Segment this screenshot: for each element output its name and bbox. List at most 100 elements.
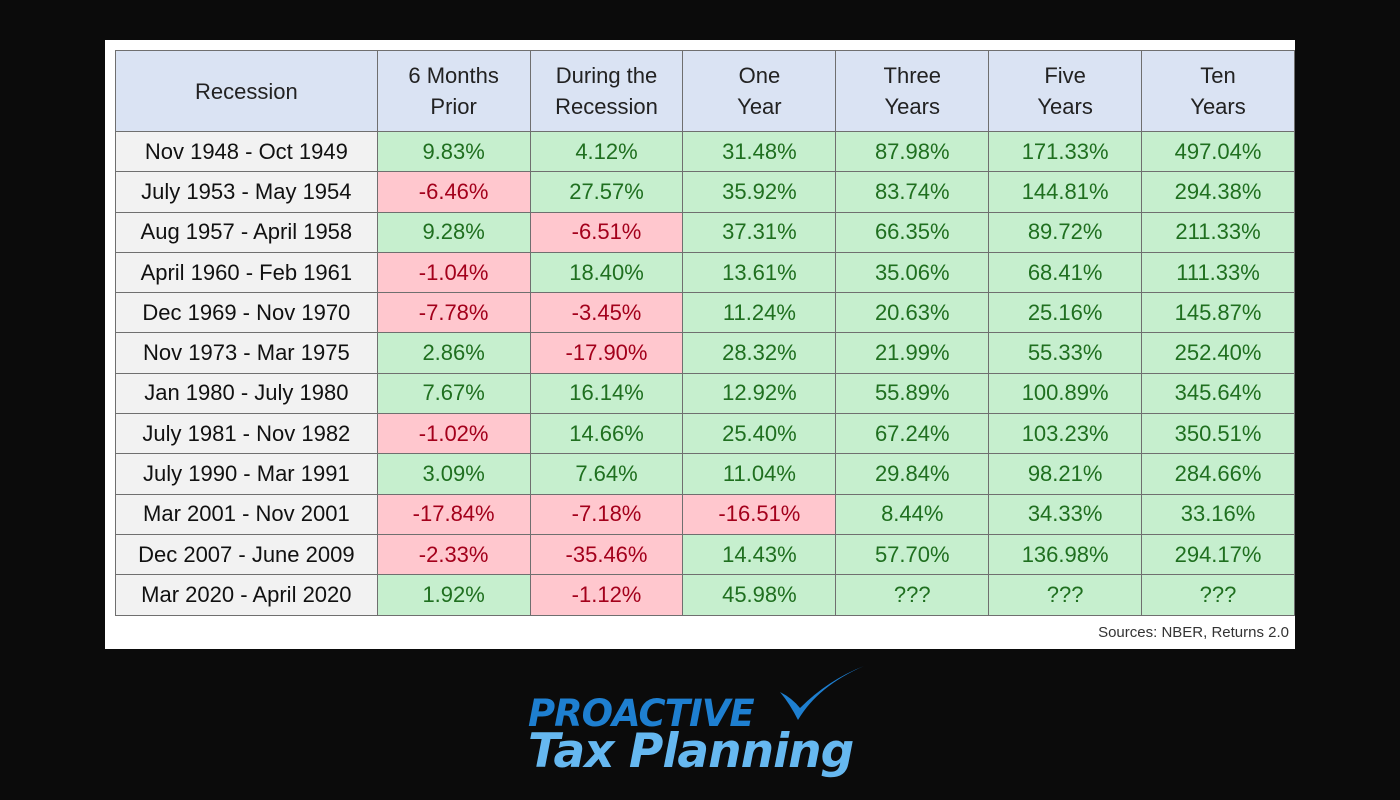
- table-row: Jan 1980 - July 1980 7.67% 16.14% 12.92% 55.…: [115, 372, 1295, 415]
- positive-return-cell: 28.32%: [682, 332, 837, 374]
- table-row: July 1990 - Mar 1991 3.09% 7.64% 11.04% 29.8…: [115, 453, 1295, 495]
- positive-return-cell: 497.04%: [1141, 130, 1295, 173]
- positive-return-cell: 14.43%: [682, 533, 837, 576]
- positive-return-cell: 1.92%: [376, 574, 531, 616]
- negative-return-cell: -6.46%: [376, 171, 531, 213]
- table-body: Nov 1948 - Oct 1949 9.83% 4.12% 31.48% 87.98…: [115, 130, 1295, 616]
- column-header: 6 Months Prior: [376, 50, 531, 132]
- positive-return-cell: 100.89%: [988, 372, 1143, 415]
- logo-line-2: Tax Planning: [528, 724, 854, 779]
- positive-return-cell: 16.14%: [529, 372, 684, 415]
- sources-note: Sources: NBER, Returns 2.0: [1098, 624, 1289, 641]
- positive-return-cell: 87.98%: [835, 130, 990, 173]
- positive-return-cell: 284.66%: [1141, 453, 1295, 495]
- recession-returns-table: Recession 6 Months Prior During the Recessio…: [115, 50, 1295, 616]
- positive-return-cell: 55.89%: [835, 372, 990, 415]
- positive-return-cell: 98.21%: [988, 453, 1143, 495]
- recession-period-cell: Nov 1973 - Mar 1975: [115, 332, 378, 374]
- positive-return-cell: 68.41%: [988, 251, 1143, 294]
- positive-return-cell: 171.33%: [988, 130, 1143, 173]
- positive-return-cell: 103.23%: [988, 413, 1143, 455]
- positive-return-cell: 136.98%: [988, 533, 1143, 576]
- table-row: July 1981 - Nov 1982 -1.02% 14.66% 25.40% 67…: [115, 413, 1295, 455]
- negative-return-cell: -1.12%: [529, 574, 684, 616]
- recession-period-cell: Dec 1969 - Nov 1970: [115, 292, 378, 334]
- recession-period-cell: Mar 2020 - April 2020: [115, 574, 378, 616]
- positive-return-cell: 25.16%: [988, 292, 1143, 334]
- table-row: Nov 1948 - Oct 1949 9.83% 4.12% 31.48% 87.98…: [115, 130, 1295, 173]
- negative-return-cell: -6.51%: [529, 211, 684, 253]
- positive-return-cell: 20.63%: [835, 292, 990, 334]
- negative-return-cell: -17.84%: [376, 493, 531, 535]
- positive-return-cell: 145.87%: [1141, 292, 1295, 334]
- table-row: Mar 2001 - Nov 2001 -17.84% -7.18% -16.51% 8…: [115, 493, 1295, 535]
- table-row: April 1960 - Feb 1961 -1.04% 18.40% 13.61% 3…: [115, 251, 1295, 294]
- recession-period-cell: Mar 2001 - Nov 2001: [115, 493, 378, 535]
- positive-return-cell: ???: [835, 574, 990, 616]
- table-row: Dec 1969 - Nov 1970 -7.78% -3.45% 11.24% 20.…: [115, 292, 1295, 334]
- positive-return-cell: 18.40%: [529, 251, 684, 294]
- positive-return-cell: 8.44%: [835, 493, 990, 535]
- positive-return-cell: 7.67%: [376, 372, 531, 415]
- positive-return-cell: 350.51%: [1141, 413, 1295, 455]
- logo-line-1: PROACTIVE: [528, 692, 755, 735]
- positive-return-cell: 294.38%: [1141, 171, 1295, 213]
- recession-period-cell: July 1953 - May 1954: [115, 171, 378, 213]
- positive-return-cell: 211.33%: [1141, 211, 1295, 253]
- table-row: July 1953 - May 1954 -6.46% 27.57% 35.92% 83…: [115, 171, 1295, 213]
- recession-period-cell: Jan 1980 - July 1980: [115, 372, 378, 415]
- positive-return-cell: 34.33%: [988, 493, 1143, 535]
- positive-return-cell: ???: [1141, 574, 1295, 616]
- positive-return-cell: 29.84%: [835, 453, 990, 495]
- positive-return-cell: 14.66%: [529, 413, 684, 455]
- negative-return-cell: -1.04%: [376, 251, 531, 294]
- negative-return-cell: -17.90%: [529, 332, 684, 374]
- negative-return-cell: -1.02%: [376, 413, 531, 455]
- positive-return-cell: ???: [988, 574, 1143, 616]
- positive-return-cell: 45.98%: [682, 574, 837, 616]
- positive-return-cell: 252.40%: [1141, 332, 1295, 374]
- positive-return-cell: 7.64%: [529, 453, 684, 495]
- positive-return-cell: 21.99%: [835, 332, 990, 374]
- recession-period-cell: Dec 2007 - June 2009: [115, 533, 378, 576]
- recession-period-cell: Aug 1957 - April 1958: [115, 211, 378, 253]
- positive-return-cell: 2.86%: [376, 332, 531, 374]
- negative-return-cell: -35.46%: [529, 533, 684, 576]
- negative-return-cell: -7.18%: [529, 493, 684, 535]
- brand-logo: PROACTIVE Tax Planning: [528, 664, 878, 784]
- positive-return-cell: 13.61%: [682, 251, 837, 294]
- positive-return-cell: 57.70%: [835, 533, 990, 576]
- recession-period-cell: April 1960 - Feb 1961: [115, 251, 378, 294]
- table-row: Dec 2007 - June 2009 -2.33% -35.46% 14.43% 5…: [115, 533, 1295, 576]
- negative-return-cell: -7.78%: [376, 292, 531, 334]
- negative-return-cell: -2.33%: [376, 533, 531, 576]
- positive-return-cell: 31.48%: [682, 130, 837, 173]
- negative-return-cell: -3.45%: [529, 292, 684, 334]
- positive-return-cell: 345.64%: [1141, 372, 1295, 415]
- positive-return-cell: 144.81%: [988, 171, 1143, 213]
- positive-return-cell: 12.92%: [682, 372, 837, 415]
- recession-period-cell: July 1981 - Nov 1982: [115, 413, 378, 455]
- positive-return-cell: 27.57%: [529, 171, 684, 213]
- recession-period-cell: Nov 1948 - Oct 1949: [115, 130, 378, 173]
- column-header: Five Years: [988, 50, 1143, 132]
- column-header: Ten Years: [1141, 50, 1295, 132]
- positive-return-cell: 11.24%: [682, 292, 837, 334]
- positive-return-cell: 37.31%: [682, 211, 837, 253]
- column-header: During the Recession: [529, 50, 684, 132]
- column-header: Three Years: [835, 50, 990, 132]
- positive-return-cell: 67.24%: [835, 413, 990, 455]
- positive-return-cell: 294.17%: [1141, 533, 1295, 576]
- column-header-recession: Recession: [115, 50, 378, 132]
- positive-return-cell: 3.09%: [376, 453, 531, 495]
- positive-return-cell: 55.33%: [988, 332, 1143, 374]
- header-row: Recession 6 Months Prior During the Recessio…: [115, 50, 1295, 132]
- positive-return-cell: 11.04%: [682, 453, 837, 495]
- positive-return-cell: 35.06%: [835, 251, 990, 294]
- table-panel: Recession 6 Months Prior During the Recessio…: [105, 40, 1295, 649]
- table-row: Mar 2020 - April 2020 1.92% -1.12% 45.98%??…: [115, 574, 1295, 616]
- positive-return-cell: 33.16%: [1141, 493, 1295, 535]
- positive-return-cell: 89.72%: [988, 211, 1143, 253]
- table-row: Aug 1957 - April 1958 9.28% -6.51% 37.31% 66…: [115, 211, 1295, 253]
- positive-return-cell: 9.28%: [376, 211, 531, 253]
